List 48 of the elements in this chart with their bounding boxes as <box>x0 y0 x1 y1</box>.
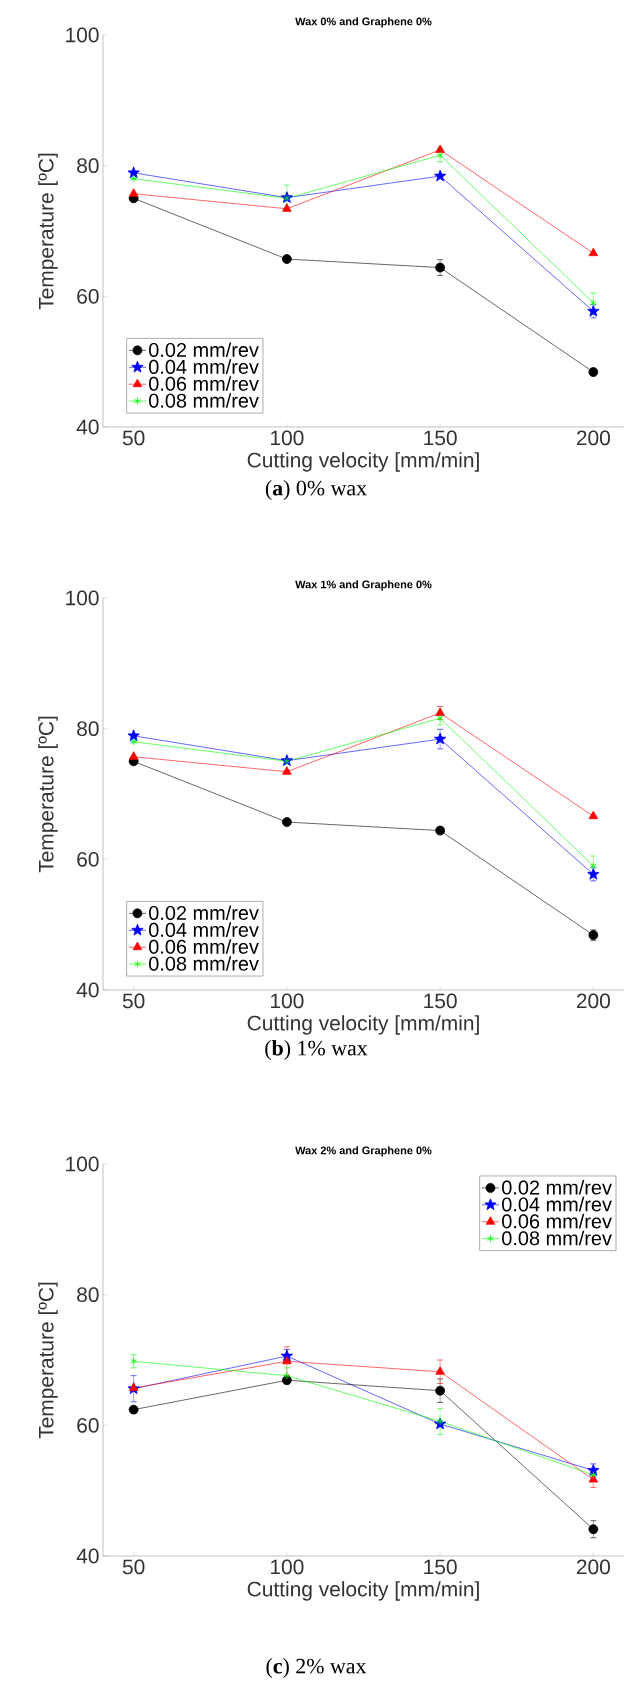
legend-label: 0.08 mm/rev <box>502 1230 612 1246</box>
y-tick-label: 100 <box>66 590 99 606</box>
legend-label: 0.04 mm/rev <box>149 922 259 937</box>
y-tick-label: 80 <box>77 1287 99 1303</box>
x-tick-label: 150 <box>424 993 457 1009</box>
chart-title: Wax 2% and Graphene 0% <box>295 1146 432 1157</box>
legend-label: 0.02 mm/rev <box>502 1179 612 1195</box>
y-axis-title: Temperature [ºC] <box>38 716 58 873</box>
x-tick-label: 50 <box>122 1559 145 1575</box>
y-tick-label: 40 <box>76 982 99 998</box>
x-tick-label: 200 <box>576 430 610 446</box>
x-tick-label: 100 <box>271 1559 304 1575</box>
x-tick-label: 150 <box>424 1559 457 1575</box>
legend-label: 0.04 mm/rev <box>149 359 259 374</box>
x-axis-title: Cutting velocity [mm/min] <box>247 1015 479 1035</box>
y-axis-title: Temperature [ºC] <box>38 1282 58 1439</box>
text: (c) 2% wax <box>266 1658 367 1678</box>
x-tick-label: 50 <box>122 993 145 1009</box>
x-tick-label: 50 <box>122 430 145 446</box>
legend-label: 0.04 mm/rev <box>502 1196 612 1212</box>
legend-label: 0.08 mm/rev <box>149 956 259 971</box>
legend-label: 0.06 mm/rev <box>502 1213 612 1229</box>
legend-label: 0.08 mm/rev <box>149 393 259 408</box>
y-axis-title: Temperature [ºC] <box>38 153 58 310</box>
legend-label: 0.06 mm/rev <box>149 376 259 391</box>
y-tick-label: 60 <box>77 1417 99 1433</box>
y-tick-label: 100 <box>66 27 99 43</box>
legend-label: 0.02 mm/rev <box>149 342 259 358</box>
y-tick-label: 60 <box>77 288 99 304</box>
y-tick-label: 40 <box>76 419 99 435</box>
x-tick-label: 200 <box>576 1559 610 1575</box>
legend-label: 0.02 mm/rev <box>149 905 259 921</box>
y-tick-label: 80 <box>77 721 99 737</box>
x-tick-label: 100 <box>271 430 304 446</box>
x-axis-title: Cutting velocity [mm/min] <box>247 1581 479 1601</box>
y-tick-label: 40 <box>76 1548 99 1564</box>
chart-title: Wax 0% and Graphene 0% <box>295 17 432 28</box>
text: (b) 1% wax <box>265 1040 368 1060</box>
y-tick-label: 80 <box>77 158 99 174</box>
x-tick-label: 150 <box>424 430 457 446</box>
y-tick-label: 100 <box>66 1156 99 1172</box>
y-tick-label: 60 <box>77 851 99 867</box>
x-tick-label: 100 <box>271 993 304 1009</box>
legend-label: 0.06 mm/rev <box>149 939 259 954</box>
chart-title: Wax 1% and Graphene 0% <box>295 580 432 591</box>
x-tick-label: 200 <box>576 993 610 1009</box>
text: (a) 0% wax <box>265 480 367 500</box>
x-axis-title: Cutting velocity [mm/min] <box>247 452 479 472</box>
